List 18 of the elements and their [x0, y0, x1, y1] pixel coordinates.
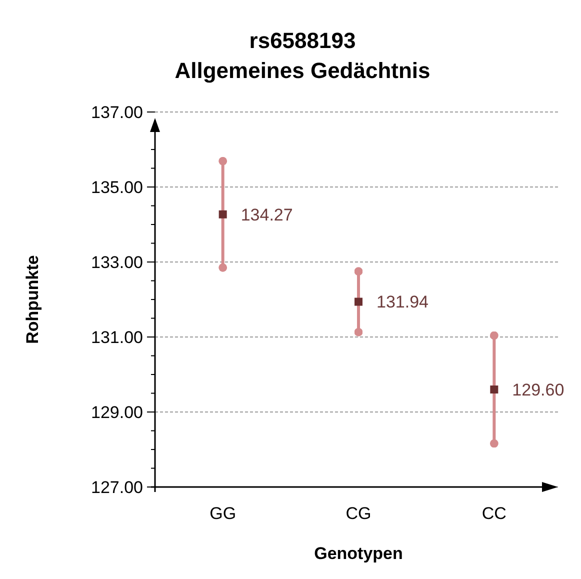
data-label: 134.27	[240, 205, 293, 224]
y-tick-label: 135.00	[91, 178, 143, 197]
point	[218, 210, 227, 218]
x-tick-label: CG	[346, 504, 372, 523]
y-tick-label: 131.00	[91, 328, 143, 347]
chart-title: rs6588193 Allgemeines Gedächtnis	[174, 28, 430, 83]
y-tick-label: 129.00	[91, 402, 143, 422]
x-tick-label: GG	[210, 504, 236, 523]
point	[354, 298, 362, 306]
y-tick-label: 133.00	[91, 252, 143, 272]
x-axis-title: Genotypen	[314, 544, 403, 563]
data-label: 129.60	[512, 380, 564, 400]
y-axis-title: Rohpunkte	[23, 255, 42, 344]
y-tick-label: 127.00	[91, 478, 143, 497]
point	[490, 386, 498, 394]
data-label: 131.94	[376, 292, 428, 312]
x-tick-label: CC	[482, 504, 506, 523]
y-tick-label: 137.00	[91, 102, 143, 122]
